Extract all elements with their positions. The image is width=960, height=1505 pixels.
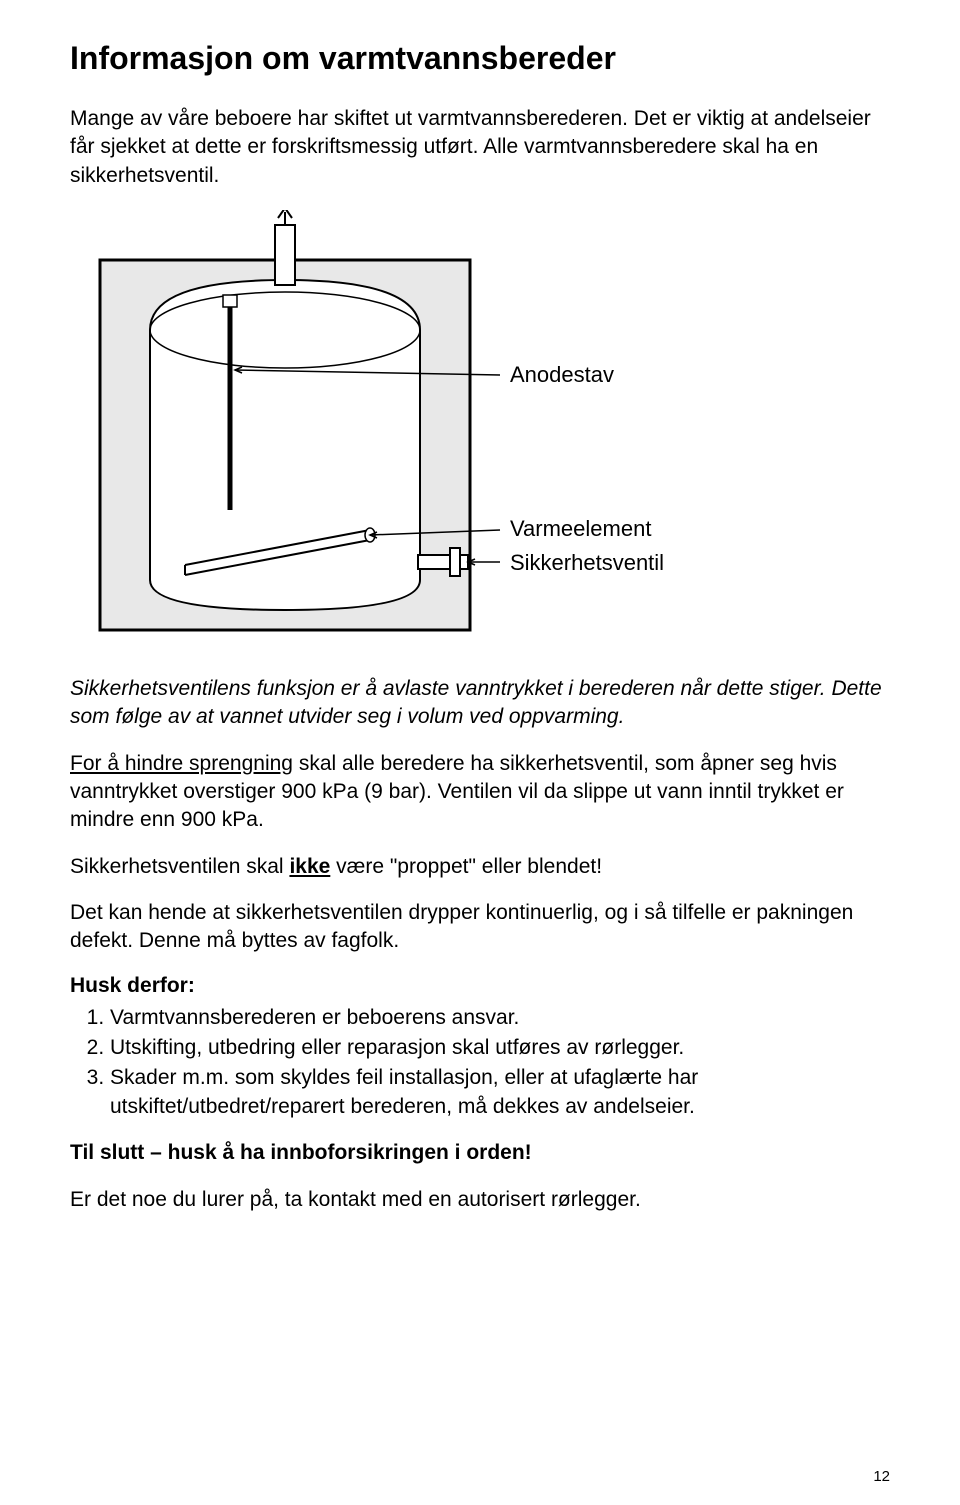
label-varmeelement: Varmeelement (510, 516, 651, 541)
outlet-pipe (275, 225, 295, 285)
intro-paragraph: Mange av våre beboere har skiftet ut var… (70, 105, 890, 190)
prevent-burst-lead: For å hindre sprengning (70, 752, 293, 775)
valve-not-pre: Sikkerhetsventilen skal (70, 855, 289, 878)
list-item: Utskifting, utbedring eller reparasjon s… (110, 1034, 890, 1062)
page-title: Informasjon om varmtvannsbereder (70, 40, 890, 77)
document-page: Informasjon om varmtvannsbereder Mange a… (0, 0, 960, 1505)
page-number: 12 (873, 1468, 890, 1485)
list-item: Skader m.m. som skyldes feil installasjo… (110, 1064, 890, 1121)
valve-not-word: ikke (289, 855, 330, 878)
prevent-burst-paragraph: For å hindre sprengning skal alle berede… (70, 750, 890, 835)
valve-not-post: være "proppet" eller blendet! (330, 855, 602, 878)
valve-function-paragraph: Sikkerhetsventilens funksjon er å avlast… (70, 675, 890, 732)
safety-valve-body (450, 548, 460, 576)
remember-list: Varmtvannsberederen er beboerens ansvar.… (70, 1004, 890, 1121)
drip-paragraph: Det kan hende at sikkerhetsventilen dryp… (70, 899, 890, 956)
anode-cap (223, 295, 237, 307)
remember-heading: Husk derfor: (70, 974, 890, 998)
closing-bold: Til slutt – husk å ha innboforsikringen … (70, 1139, 890, 1167)
heater-diagram-svg: Anodestav Varmeelement Sikkerhetsventil (70, 210, 710, 640)
valve-not-blocked-paragraph: Sikkerhetsventilen skal ikke være "propp… (70, 853, 890, 881)
heater-diagram: Anodestav Varmeelement Sikkerhetsventil (70, 210, 890, 645)
label-sikkerhetsventil: Sikkerhetsventil (510, 550, 664, 575)
inner-tank (150, 280, 420, 610)
closing-plain: Er det noe du lurer på, ta kontakt med e… (70, 1186, 890, 1214)
list-item: Varmtvannsberederen er beboerens ansvar. (110, 1004, 890, 1032)
label-anodestav: Anodestav (510, 362, 614, 387)
